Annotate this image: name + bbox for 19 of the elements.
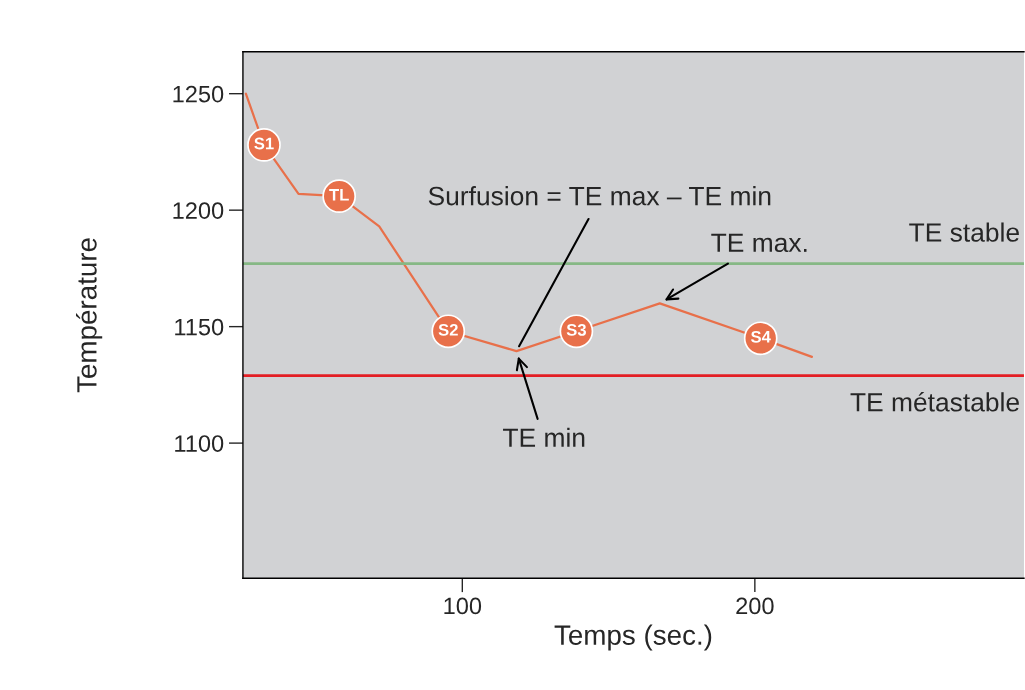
x-tick-label: 200 [736, 597, 774, 615]
y-tick-label: 1150 [175, 318, 224, 336]
ref-line-label: TE métastable [850, 391, 1019, 412]
line-series [244, 92, 813, 359]
annotation: S3 [566, 323, 586, 336]
y-axis-title: Température [75, 238, 103, 393]
x-axis-title: Temps (sec.) [554, 624, 712, 651]
annotation: Surfusion = TE max – TE min [428, 186, 771, 206]
x-tick-label: 100 [444, 597, 482, 615]
ref-line-label: TE stable [909, 222, 1019, 242]
annotation: TE min [503, 427, 585, 447]
annotation: S4 [750, 330, 771, 343]
annotation: S2 [438, 323, 458, 336]
annotation: S1 [254, 137, 274, 150]
annotation: TE max. [711, 233, 807, 253]
y-tick-label: 1200 [173, 202, 224, 219]
annotation: TL [329, 189, 349, 201]
y-tick-label: 1100 [175, 435, 224, 452]
y-tick-label: 1250 [173, 85, 224, 103]
